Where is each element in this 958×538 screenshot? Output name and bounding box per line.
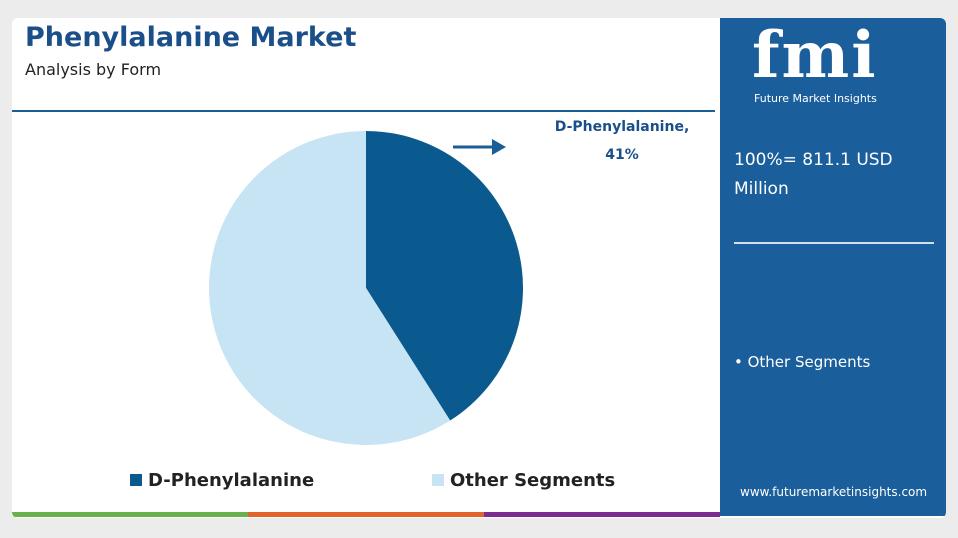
chart: D-Phenylalanine, 41% D-Phenylalanine Other … <box>130 119 690 491</box>
legend-swatch <box>432 474 444 486</box>
bar-orange <box>248 512 484 517</box>
website: www.futuremarketinsights.com <box>740 485 928 499</box>
panel-divider <box>734 242 934 244</box>
pie-slice <box>366 131 523 421</box>
segment-note: • Other Segments <box>734 353 871 371</box>
annotation: D-Phenylalanine, <box>555 119 690 135</box>
logo: fmi <box>752 18 878 93</box>
brand: Future Market Insights <box>754 92 877 105</box>
footer-bars <box>12 512 720 517</box>
card: Phenylalanine Market Analysis by Form D-… <box>12 18 946 518</box>
total: 100%= 811.1 USD Million <box>734 150 893 199</box>
chart-title: Phenylalanine Market <box>25 22 357 53</box>
legend-swatch <box>130 474 142 486</box>
chart-subtitle: Analysis by Form <box>25 60 162 79</box>
value-label: 41% <box>605 147 639 163</box>
bar-purple <box>484 512 720 517</box>
arrow-head <box>492 139 506 155</box>
legend-label: Other Segments <box>450 470 615 491</box>
side-panel: fmi Future Market Insights 100%= 811.1 U… <box>720 18 946 516</box>
pie-slice <box>208 131 451 445</box>
legend-label: D-Phenylalanine <box>148 470 314 491</box>
divider <box>12 110 715 112</box>
bar-green <box>12 512 248 517</box>
